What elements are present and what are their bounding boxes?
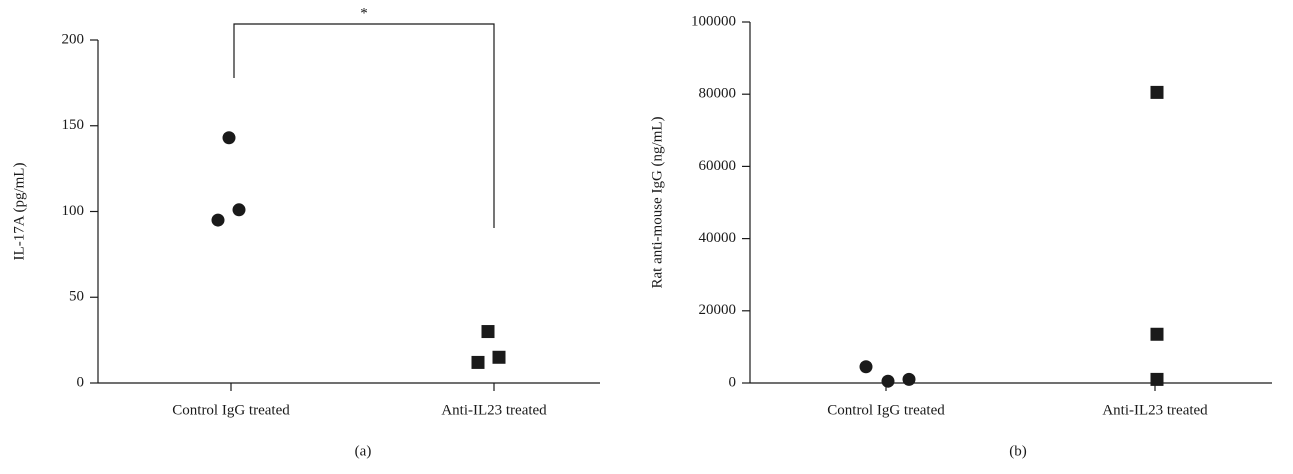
point	[1150, 85, 1164, 99]
x-tick-label: Control IgG treated	[827, 402, 945, 418]
y-tick-label: 0	[729, 374, 737, 390]
point	[222, 131, 236, 145]
y-tick-label: 50	[69, 289, 84, 305]
significance-label: *	[360, 5, 368, 21]
y-tick-label: 20000	[699, 302, 737, 318]
point	[211, 213, 225, 227]
point	[1150, 372, 1164, 386]
point	[859, 360, 873, 374]
x-tick-label: Anti-IL23 treated	[1102, 402, 1208, 418]
point	[492, 350, 506, 364]
y-tick-label: 200	[62, 31, 85, 47]
y-tick-label: 80000	[699, 86, 737, 102]
y-axis-label: Rat anti-mouse IgG (ng/mL)	[649, 116, 665, 288]
point	[481, 325, 495, 339]
y-tick-label: 150	[62, 117, 85, 133]
panel-caption: (b)	[1009, 443, 1027, 459]
point	[232, 203, 246, 217]
y-axis-label: IL-17A (pg/mL)	[11, 163, 27, 261]
point	[902, 372, 916, 386]
y-tick-label: 0	[77, 374, 85, 390]
y-tick-label: 100000	[691, 13, 736, 29]
x-tick-label: Anti-IL23 treated	[441, 402, 547, 418]
point	[881, 374, 895, 388]
y-tick-label: 40000	[699, 230, 737, 246]
significance-bracket	[233, 23, 495, 228]
x-tick-label: Control IgG treated	[172, 402, 290, 418]
y-tick-label: 100	[62, 203, 85, 219]
point	[471, 355, 485, 369]
panel-caption: (a)	[355, 443, 372, 459]
y-tick-label: 60000	[699, 158, 737, 174]
point	[1150, 327, 1164, 341]
